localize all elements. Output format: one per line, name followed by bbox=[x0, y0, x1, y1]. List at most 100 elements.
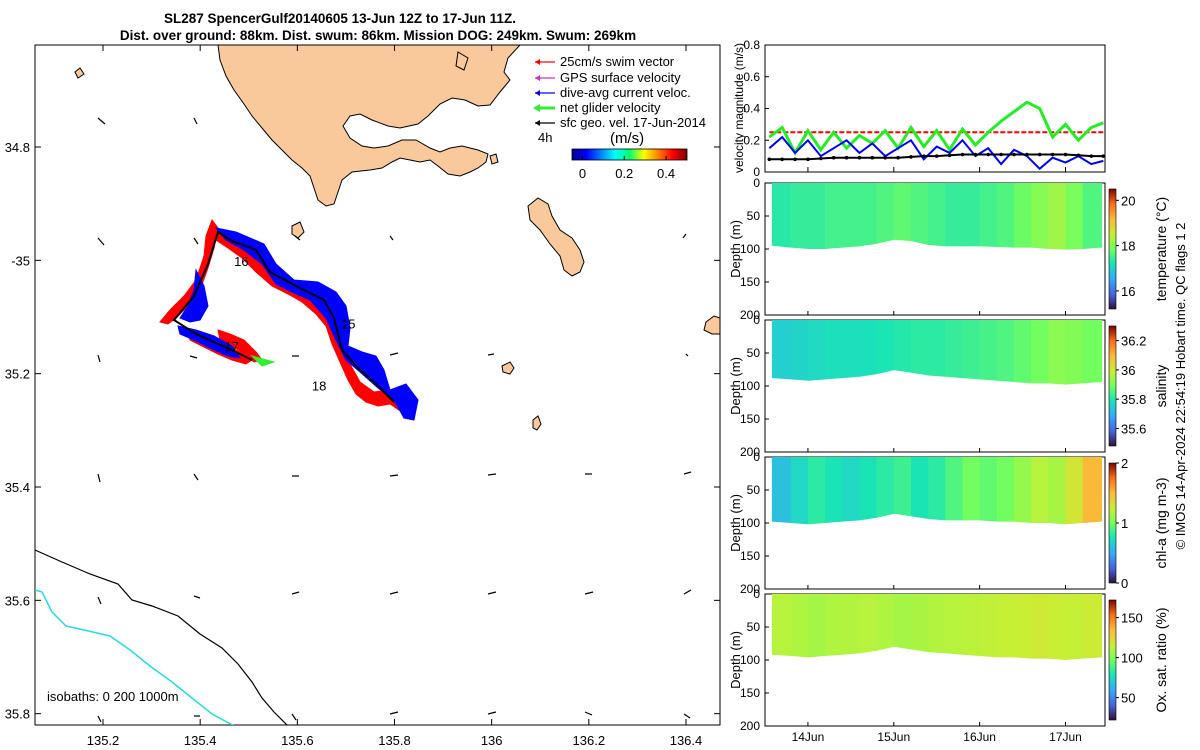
section-cell bbox=[928, 594, 946, 654]
lon-tick-label: 136.4 bbox=[670, 733, 703, 748]
section-cell bbox=[842, 457, 860, 522]
day-label: 15 bbox=[341, 316, 355, 331]
section-cell bbox=[962, 183, 981, 247]
geostrophic-velocity-field bbox=[97, 117, 692, 723]
speed-colorbar bbox=[571, 148, 688, 161]
section-ytick-label: 150 bbox=[740, 412, 760, 426]
section-colorbar bbox=[1108, 188, 1117, 310]
velocity-ytick-label: 0.4 bbox=[743, 102, 760, 116]
section-cell bbox=[945, 320, 963, 379]
section-cell bbox=[790, 320, 809, 381]
sfc-geo-vel-point bbox=[1089, 154, 1094, 158]
section-cell bbox=[790, 594, 809, 658]
section-cell bbox=[979, 457, 998, 522]
sfc-geo-vel-point bbox=[819, 156, 823, 161]
sfc-geo-vel-point bbox=[999, 152, 1003, 157]
section-cell bbox=[842, 183, 860, 248]
section-ylabel: Depth (m) bbox=[728, 631, 743, 689]
section-cell bbox=[1048, 183, 1067, 250]
isobath-200m bbox=[35, 549, 288, 725]
section-variable-label: chl-a (mg m-3) bbox=[1153, 477, 1169, 568]
legend-item-net: net glider velocity bbox=[533, 100, 661, 115]
section-colorbar-tick-label: 18 bbox=[1121, 239, 1135, 254]
section-ytick-label: 100 bbox=[740, 653, 760, 667]
section-cell bbox=[1065, 457, 1084, 525]
day-labels: 16 15 17 18 bbox=[224, 254, 355, 394]
figure-title-line2: Dist. over ground: 88km. Dist. swum: 86k… bbox=[120, 28, 636, 43]
figure-title-line1: SL287 SpencerGulf20140605 13-Jun 12Z to … bbox=[164, 11, 516, 26]
velocity-series bbox=[767, 100, 1106, 171]
section-cell bbox=[1048, 320, 1067, 385]
section-cell bbox=[1048, 594, 1067, 660]
velocity-ytick-label: 0.8 bbox=[743, 38, 760, 52]
speed-colorbar-tick-label: 0.4 bbox=[657, 166, 675, 181]
speed-colorbar-tick-label: 0.2 bbox=[615, 166, 633, 181]
section-cell bbox=[1013, 320, 1032, 384]
section-cell bbox=[771, 457, 792, 523]
lat-tick-label: 35.2 bbox=[5, 367, 30, 382]
lon-tick-label: 135.2 bbox=[87, 733, 120, 748]
section-cell bbox=[928, 183, 946, 247]
land-small-island bbox=[291, 221, 305, 239]
section-cell bbox=[996, 320, 1015, 383]
lat-tick-label: 34.8 bbox=[5, 140, 30, 155]
section-ytick-label: 50 bbox=[747, 209, 761, 223]
section-cell bbox=[771, 183, 792, 248]
legend-label-swim: 25cm/s swim vector bbox=[560, 54, 675, 69]
sfc-geo-vel-point bbox=[973, 152, 978, 157]
section-cell bbox=[825, 183, 843, 249]
net-velocity-vector bbox=[250, 355, 276, 367]
section-ytick-label: 0 bbox=[753, 587, 760, 601]
section-colorbar-tick-label: 36.2 bbox=[1121, 334, 1146, 349]
section-ytick-label: 100 bbox=[740, 242, 760, 256]
section-colorbar bbox=[1108, 325, 1117, 447]
velocity-ylabel: velocity magnitude (m/s) bbox=[732, 43, 746, 173]
time-interval-label: 4h bbox=[538, 130, 552, 145]
section-colorbar bbox=[1108, 462, 1117, 584]
section-colorbar-tick-label: 35.8 bbox=[1121, 392, 1146, 407]
section-cell bbox=[893, 594, 912, 650]
section-cell bbox=[1082, 183, 1103, 249]
sfc-geo-vel-point bbox=[1025, 152, 1029, 157]
section-panel-1: 0 50 100 150 200 Depth (m) 16 18 20 temperature (… bbox=[728, 176, 1169, 322]
legend-label-gps: GPS surface velocity bbox=[560, 70, 681, 85]
sfc-geo-vel-point bbox=[934, 154, 939, 158]
section-cell bbox=[1031, 183, 1049, 249]
section-cell bbox=[979, 183, 998, 248]
section-cell bbox=[945, 183, 963, 247]
lat-tick-label: 35.6 bbox=[5, 593, 30, 608]
section-cell bbox=[1065, 594, 1084, 660]
section-cell bbox=[1031, 594, 1049, 659]
land-small-island bbox=[501, 361, 515, 375]
section-ytick-label: 200 bbox=[740, 308, 760, 322]
section-ytick-label: 200 bbox=[740, 719, 760, 733]
legend-item-swim: 25cm/s swim vector bbox=[535, 54, 675, 69]
lon-tick-label: 135.4 bbox=[184, 733, 217, 748]
sfc-geo-vel-point bbox=[870, 155, 875, 160]
section-cell bbox=[979, 320, 998, 381]
section-variable-label: Ox. sat. ratio (%) bbox=[1153, 607, 1169, 712]
section-colorbar-tick-label: 20 bbox=[1121, 193, 1135, 208]
section-colorbar-tick-label: 35.6 bbox=[1121, 421, 1146, 436]
time-tick-label: 15Jun bbox=[877, 730, 910, 744]
legend-label-current: dive-avg current veloc. bbox=[560, 85, 691, 100]
section-colorbar-tick-label: 2 bbox=[1121, 456, 1128, 471]
section-cell bbox=[859, 320, 878, 377]
section-cell bbox=[807, 320, 826, 381]
section-panel-4: 0 50 100 150 200 Depth (m) 50 100 150 Ox. sat. ra… bbox=[728, 587, 1169, 733]
section-cell bbox=[771, 320, 792, 380]
section-colorbar bbox=[1108, 599, 1117, 721]
section-cell bbox=[1013, 183, 1032, 248]
speed-colorbar-ticks: 0 0.2 0.4 bbox=[579, 156, 675, 181]
section-cell bbox=[876, 183, 895, 244]
velocity-ticks: 0 0.2 0.4 0.6 0.8 bbox=[743, 38, 1067, 179]
section-cell bbox=[1013, 594, 1032, 659]
sfc-geo-vel-point bbox=[1050, 152, 1055, 157]
section-ytick-label: 100 bbox=[740, 379, 760, 393]
section-ytick-label: 0 bbox=[753, 313, 760, 327]
section-cell bbox=[910, 457, 929, 520]
sfc-geo-vel-point bbox=[806, 157, 810, 162]
glider-track bbox=[172, 230, 395, 403]
velocity-panel: 0 0.2 0.4 0.6 0.8 velocity magnitude (m/s) bbox=[732, 38, 1106, 179]
